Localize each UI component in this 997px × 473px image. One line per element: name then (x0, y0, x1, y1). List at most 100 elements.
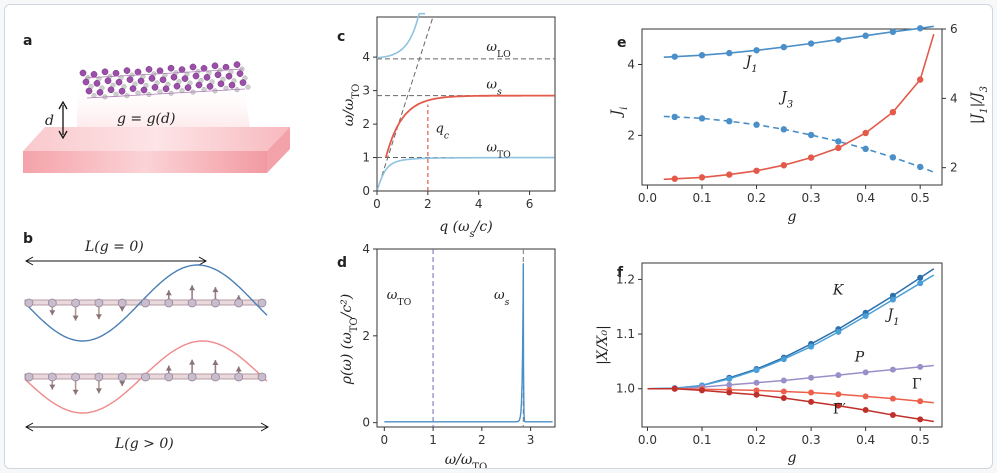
f-x-tick-label: 0.3 (802, 433, 821, 447)
e-data-point (753, 167, 760, 174)
d-x-tick-label: 1 (429, 433, 437, 447)
f-y-axis-label: |X/X₀| (595, 325, 611, 365)
f-x-tick-label: 0.2 (747, 433, 766, 447)
atom (104, 77, 112, 85)
e-data-point (698, 115, 706, 122)
spin-arrowhead (119, 381, 126, 387)
panel-c: c 0 2 4 6 0 1 2 3 4 q (ωs/c) ω/ωTO ωLO ωs qc ωTO (337, 12, 556, 240)
e-y-tick-label: 2 (627, 128, 635, 142)
atom (236, 70, 244, 77)
f-data-point (808, 374, 815, 381)
panel-label-e: e (617, 35, 627, 51)
spin-arrowhead (72, 389, 79, 395)
e-y-tick-label: 4 (627, 57, 635, 71)
f-x-tick-label: 0.0 (638, 433, 657, 447)
f-data-point (780, 356, 787, 363)
spin-site (71, 298, 80, 308)
e-data-point (671, 53, 678, 60)
c-y-tick-label: 3 (362, 84, 370, 98)
distance-arrowheads (58, 100, 68, 140)
d-x-tick-label: 0 (380, 433, 388, 447)
e-data-point (753, 47, 760, 54)
e-data-point (780, 162, 788, 169)
e-data-point (916, 163, 924, 171)
spin-site (234, 298, 244, 308)
spin-arrowhead (49, 384, 56, 390)
f-data-point (889, 366, 896, 373)
spin-site (257, 298, 267, 308)
spin-site (141, 298, 150, 308)
plot-frame (641, 262, 943, 428)
atom (217, 80, 225, 88)
f-x-tick-label: 0.5 (911, 433, 930, 447)
atom (137, 77, 145, 85)
e-data-point (862, 32, 869, 39)
atom (129, 85, 137, 92)
f-data-point (917, 274, 924, 281)
spin-site (94, 372, 104, 382)
e-data-point (807, 40, 815, 47)
spin-site (164, 372, 174, 382)
e-series-line (663, 33, 935, 181)
spin-site (47, 298, 57, 308)
spin-site (257, 372, 267, 382)
f-data-point (862, 407, 869, 414)
figure-canvas: a d g = g(d) b L(g = 0) L(g > 0) c 0 2 4 6 0… (23, 12, 990, 468)
atom (115, 78, 123, 86)
d-x-tick-label: 2 (478, 433, 486, 447)
panel-label-c: c (337, 29, 345, 45)
f-data-point (862, 369, 869, 376)
e-data-point (698, 174, 706, 181)
c-y-tick-label: 0 (362, 184, 370, 198)
atom (90, 71, 98, 78)
panel-a: a d g = g(d) (23, 33, 290, 173)
f-data-point (808, 389, 815, 396)
c-x-tick-label: 4 (475, 197, 483, 211)
f-label-P: P (854, 349, 865, 365)
e-data-point (916, 76, 924, 83)
f-data-point (889, 411, 896, 418)
c-label-wLO: ωLO (486, 40, 511, 60)
atom (156, 67, 164, 75)
panel-d: d 0 1 2 3 0 2 4 ω/ωTO ρ(ω) (ωTO/c²) ωTO ωs (337, 242, 556, 468)
atom (159, 76, 167, 84)
spin-arrowhead (165, 290, 172, 296)
spin-wave (24, 264, 268, 342)
d-y-tick-label: 0 (362, 416, 370, 430)
f-data-point (671, 385, 678, 392)
spin-arrowhead (49, 310, 56, 316)
f-label-K: K (832, 283, 845, 299)
atom (184, 84, 192, 91)
e-data-point (835, 138, 842, 145)
substrate-front (23, 151, 267, 173)
spin-site (141, 372, 150, 382)
e-data-point (698, 52, 706, 59)
e-data-point (726, 117, 733, 125)
c-label-qc: qc (435, 121, 449, 141)
spin-site (117, 298, 127, 308)
spin-site (94, 298, 104, 308)
wavelength-label-bottom: L(g > 0) (114, 436, 174, 452)
spin-site (234, 372, 244, 382)
e-x-tick-label: 0.5 (911, 191, 930, 205)
e-series-line (663, 115, 935, 173)
d-y-tick-label: 2 (362, 329, 370, 343)
c-label-wTO: ωTO (486, 141, 511, 161)
d-label-ws: ωs (494, 288, 510, 308)
atom (82, 78, 90, 86)
d-label-wTO: ωTO (387, 288, 412, 308)
e-data-point (780, 43, 788, 51)
coupling-label: g = g(d) (117, 111, 175, 127)
atom (118, 87, 126, 95)
f-series-line (647, 364, 934, 390)
c-y-axis-label: ω/ωTO (341, 84, 362, 127)
e-x-tick-label: 0.4 (856, 191, 875, 205)
c-x-axis-label: q (ωs/c) (439, 219, 493, 240)
f-x-tick-label: 0.4 (856, 433, 875, 447)
d-y-tick-label: 4 (362, 242, 370, 256)
atom (107, 86, 115, 94)
e-series-line (663, 25, 934, 58)
e-x-tick-label: 0.2 (747, 191, 766, 205)
e-data-point (807, 154, 815, 161)
d-x-tick-label: 3 (527, 433, 535, 447)
